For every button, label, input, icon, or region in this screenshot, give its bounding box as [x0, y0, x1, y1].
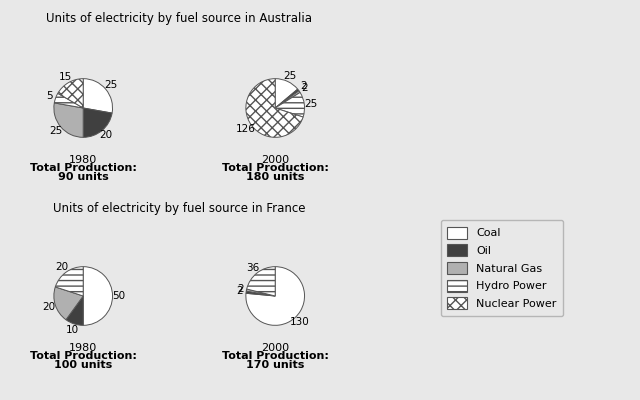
Wedge shape: [83, 267, 113, 325]
Wedge shape: [275, 89, 299, 108]
Text: 10: 10: [65, 325, 79, 335]
Text: 15: 15: [59, 72, 72, 82]
Text: 36: 36: [246, 263, 260, 273]
Text: 170 units: 170 units: [246, 360, 305, 370]
Text: Total Production:: Total Production:: [222, 164, 328, 174]
Text: 25: 25: [304, 99, 317, 109]
Text: 50: 50: [113, 291, 125, 301]
Wedge shape: [54, 93, 83, 108]
Text: Total Production:: Total Production:: [30, 164, 136, 174]
Text: 126: 126: [236, 124, 256, 134]
Text: 130: 130: [289, 318, 309, 328]
Text: 2: 2: [301, 83, 308, 93]
Text: 2: 2: [236, 286, 243, 296]
Wedge shape: [246, 289, 275, 296]
Wedge shape: [83, 108, 112, 137]
Text: 1980: 1980: [69, 343, 97, 353]
Wedge shape: [246, 79, 303, 137]
Text: Units of electricity by fuel source in France: Units of electricity by fuel source in F…: [53, 202, 305, 215]
Wedge shape: [275, 92, 305, 117]
Wedge shape: [275, 79, 298, 108]
Text: 90 units: 90 units: [58, 172, 109, 182]
Wedge shape: [55, 267, 83, 296]
Text: Total Production:: Total Production:: [222, 352, 328, 362]
Wedge shape: [275, 91, 300, 108]
Text: 2: 2: [300, 81, 307, 91]
Wedge shape: [246, 291, 275, 296]
Text: 20: 20: [56, 262, 68, 272]
Wedge shape: [58, 79, 83, 108]
Wedge shape: [54, 287, 83, 320]
Text: 20: 20: [43, 302, 56, 312]
Legend: Coal, Oil, Natural Gas, Hydro Power, Nuclear Power: Coal, Oil, Natural Gas, Hydro Power, Nuc…: [441, 220, 563, 316]
Wedge shape: [246, 267, 275, 296]
Text: Total Production:: Total Production:: [30, 352, 136, 362]
Text: 2000: 2000: [261, 343, 289, 353]
Text: 5: 5: [46, 91, 53, 101]
Text: 25: 25: [104, 80, 117, 90]
Wedge shape: [66, 296, 83, 325]
Text: 2000: 2000: [261, 155, 289, 165]
Wedge shape: [83, 79, 113, 113]
Text: 2: 2: [237, 284, 243, 294]
Text: 25: 25: [49, 126, 63, 136]
Text: 100 units: 100 units: [54, 360, 113, 370]
Text: 1980: 1980: [69, 155, 97, 165]
Wedge shape: [54, 103, 83, 137]
Text: 180 units: 180 units: [246, 172, 305, 182]
Text: 20: 20: [100, 130, 113, 140]
Text: 25: 25: [284, 70, 297, 80]
Text: Units of electricity by fuel source in Australia: Units of electricity by fuel source in A…: [46, 12, 312, 25]
Wedge shape: [246, 267, 305, 325]
